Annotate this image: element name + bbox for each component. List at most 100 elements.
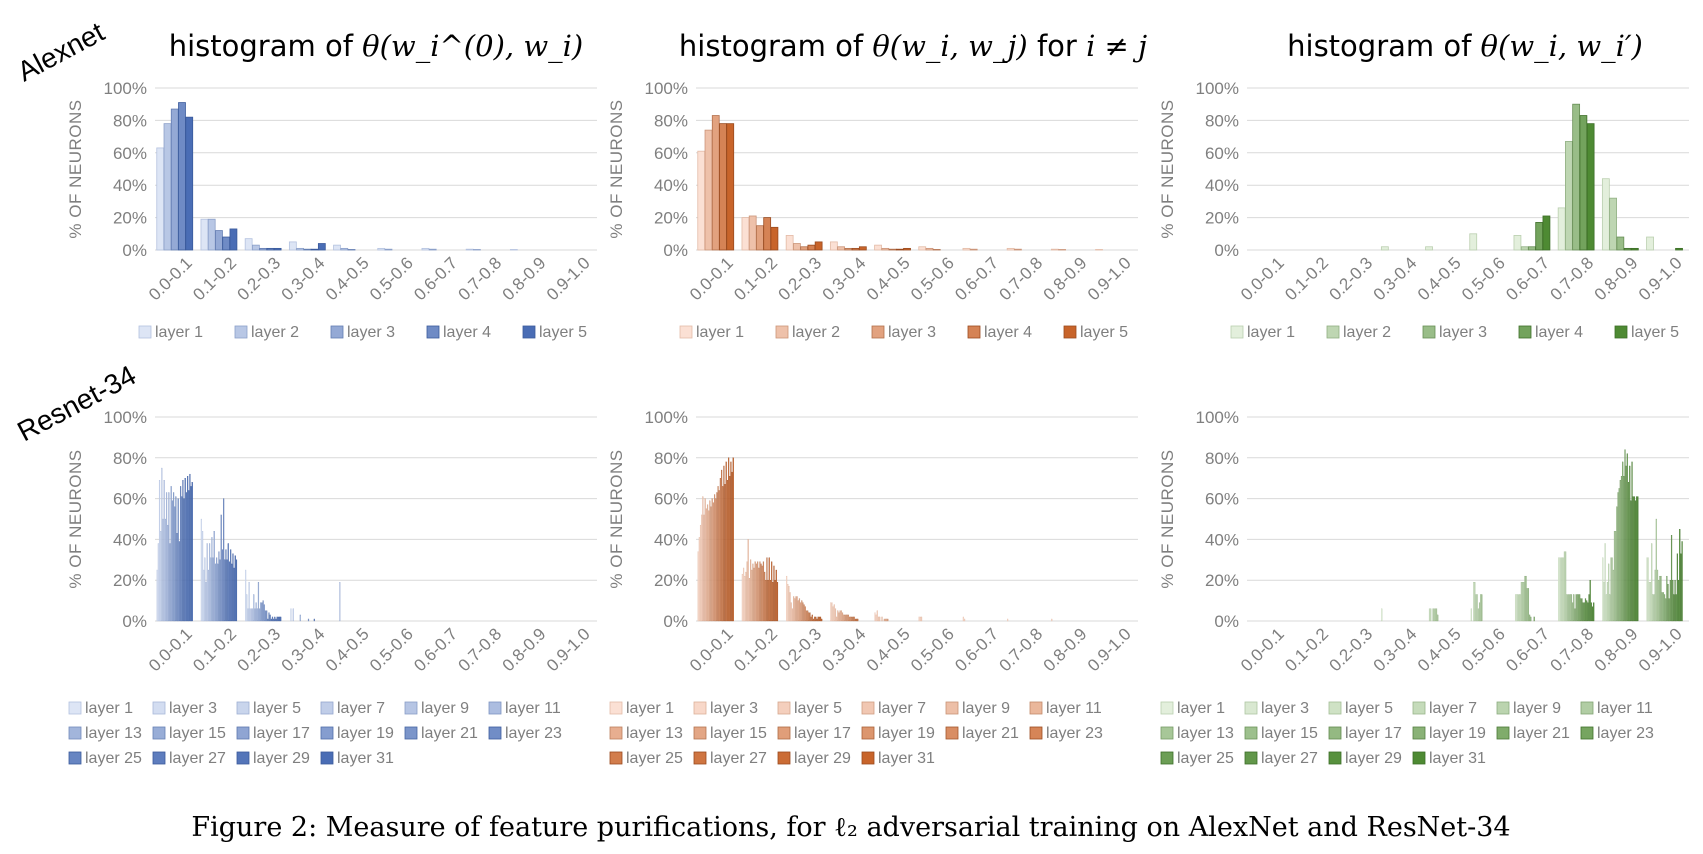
bar — [207, 218, 216, 251]
bar — [704, 129, 713, 251]
bar — [705, 508, 707, 622]
legend-item: layer 5 — [1328, 700, 1393, 717]
bar — [1670, 535, 1673, 622]
bar — [815, 616, 817, 622]
bar — [1630, 247, 1639, 251]
bar — [843, 614, 845, 622]
legend-label: layer 13 — [1177, 725, 1234, 742]
bar — [816, 618, 818, 622]
legend-item: layer 3 — [330, 324, 395, 341]
bar — [1627, 482, 1630, 622]
bar — [794, 598, 796, 622]
bar — [1616, 506, 1618, 622]
legend-item: layer 19 — [861, 725, 935, 742]
bar — [1566, 594, 1568, 622]
legend-swatch — [320, 726, 334, 740]
bar — [253, 594, 255, 622]
bar — [339, 582, 341, 622]
bar — [1530, 616, 1532, 622]
column-title-1: histogram of θ(w_i^(0), w_i) — [169, 29, 584, 64]
bar — [1517, 594, 1519, 622]
bar — [810, 616, 812, 622]
bar — [1473, 582, 1475, 622]
bar — [888, 248, 897, 251]
x-tick-label: 0.5-0.6 — [366, 624, 417, 675]
bar — [761, 565, 763, 622]
y-tick-label: 60% — [1205, 144, 1239, 163]
bar — [204, 557, 206, 622]
legend-item: layer 4 — [1518, 324, 1583, 341]
bar — [1624, 449, 1626, 622]
x-tick-label: 0.2-0.3 — [774, 253, 825, 304]
bar — [925, 247, 934, 251]
legend-label: layer 25 — [626, 750, 683, 767]
x-tick-label: 0.5-0.6 — [1458, 253, 1509, 304]
y-tick-label: 0% — [663, 241, 688, 260]
bar — [1480, 594, 1482, 622]
bar — [798, 598, 801, 622]
y-tick-label: 100% — [104, 408, 147, 427]
bar — [1629, 465, 1631, 622]
bar — [1432, 608, 1434, 622]
y-tick-label: 80% — [113, 111, 147, 130]
bar — [847, 614, 849, 622]
bar — [805, 610, 808, 622]
legend-label: layer 5 — [794, 700, 842, 717]
bar — [428, 248, 437, 251]
bar — [165, 492, 168, 622]
legend-swatch — [861, 751, 875, 765]
legend-label: layer 21 — [1513, 725, 1570, 742]
legend-item: layer 21 — [404, 725, 478, 742]
bar — [1581, 598, 1583, 622]
legend-item: layer 31 — [320, 750, 394, 767]
legend-label: layer 27 — [710, 750, 767, 767]
x-tick-label: 0.2-0.3 — [233, 624, 284, 675]
legend-item: layer 3 — [693, 700, 758, 717]
bar — [1569, 594, 1571, 622]
legend-swatch — [1328, 701, 1342, 715]
legend-swatch — [1422, 325, 1436, 339]
legend-label: layer 1 — [626, 700, 674, 717]
legend-item: layer 2 — [1326, 324, 1391, 341]
legend-swatch — [320, 751, 334, 765]
legend-label: layer 17 — [253, 725, 310, 742]
y-tick-label: 80% — [654, 111, 688, 130]
legend-item: layer 29 — [1328, 750, 1402, 767]
bar — [290, 608, 292, 622]
bar — [1533, 616, 1535, 622]
y-axis-label: % OF NEURONS — [66, 99, 85, 238]
legend-item: layer 19 — [1412, 725, 1486, 742]
bar — [163, 123, 172, 251]
x-tick-label: 0.8-0.9 — [499, 624, 550, 675]
bar — [1584, 598, 1587, 622]
legend-item: layer 23 — [488, 725, 562, 742]
legend-item: layer 5 — [777, 700, 842, 717]
bar — [1676, 553, 1678, 622]
bar — [786, 575, 788, 622]
bar — [205, 582, 207, 622]
bar — [756, 225, 764, 251]
x-tick-label: 0.9-1.0 — [1084, 624, 1135, 675]
bar — [158, 480, 161, 622]
bar — [1477, 608, 1479, 622]
bar — [801, 600, 803, 622]
bar — [1623, 476, 1625, 622]
legend-label: layer 2 — [251, 324, 299, 341]
y-tick-label: 0% — [1214, 612, 1239, 631]
bar — [263, 604, 265, 622]
legend-swatch — [488, 701, 502, 715]
legend-swatch — [236, 726, 250, 740]
bar — [848, 616, 851, 622]
bar — [1475, 594, 1477, 622]
x-tick-label: 0.3-0.4 — [1370, 253, 1421, 304]
y-tick-label: 0% — [1214, 241, 1239, 260]
legend-label: layer 1 — [1177, 700, 1225, 717]
bar — [744, 575, 746, 622]
legend-label: layer 5 — [1631, 324, 1679, 341]
bar — [857, 618, 859, 622]
bar — [156, 569, 158, 622]
bar — [259, 608, 261, 622]
legend-item: layer 5 — [1614, 324, 1679, 341]
figure-caption: Figure 2: Measure of feature purificatio… — [191, 812, 1510, 843]
